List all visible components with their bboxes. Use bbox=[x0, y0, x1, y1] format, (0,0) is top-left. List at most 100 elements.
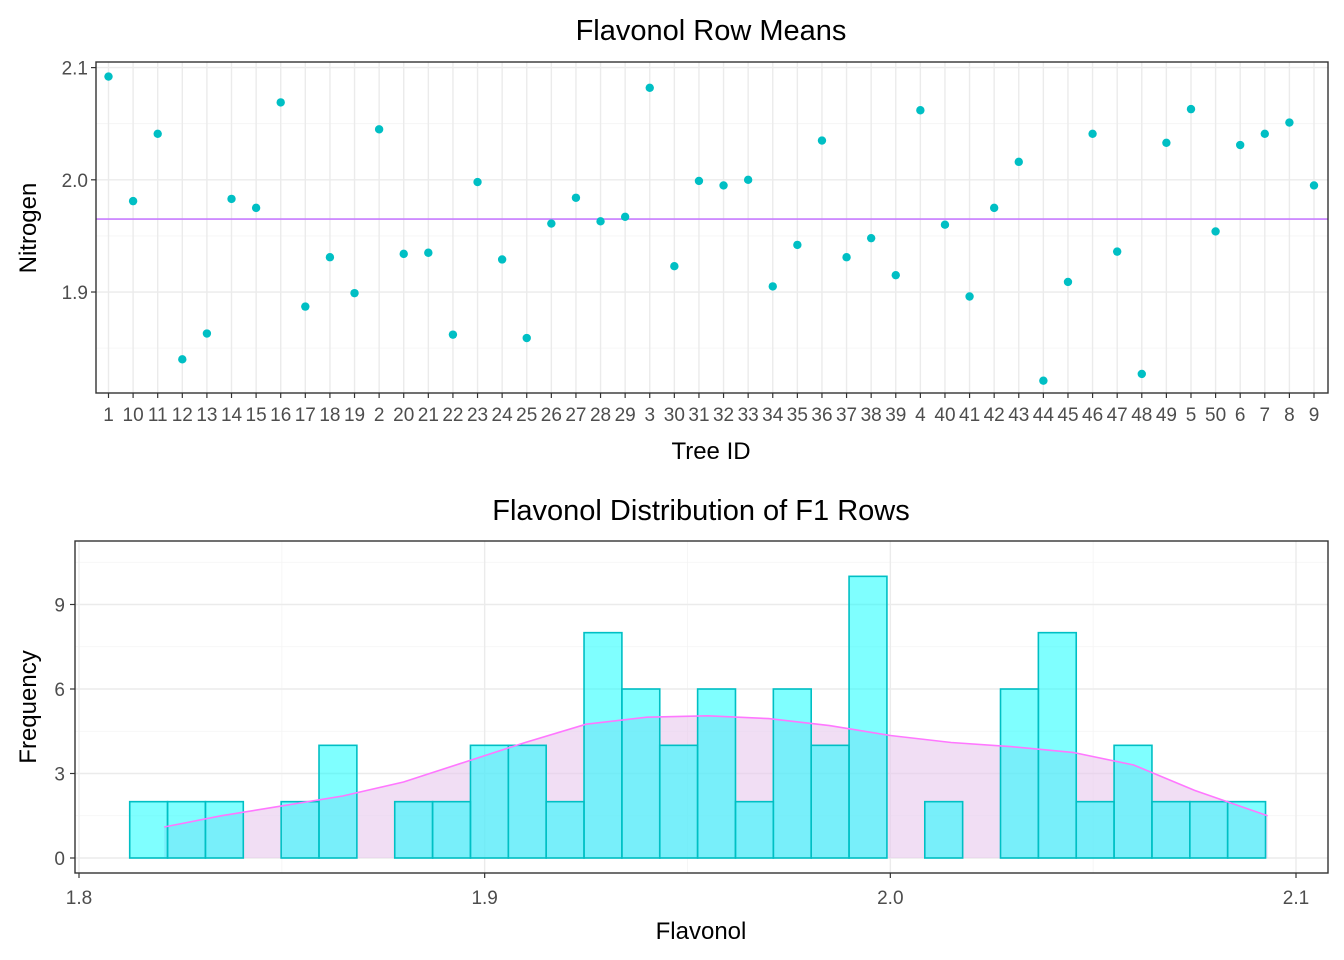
data-point bbox=[1186, 104, 1196, 114]
y-tick-label: 2.1 bbox=[62, 59, 88, 80]
x-tick-label: 29 bbox=[615, 405, 636, 426]
data-point bbox=[1285, 118, 1294, 127]
data-point bbox=[522, 333, 531, 343]
data-point bbox=[227, 194, 236, 204]
data-point bbox=[350, 288, 359, 298]
x-tick-label: 46 bbox=[1082, 405, 1103, 426]
x-tick-label: 21 bbox=[418, 405, 439, 426]
histogram-bar bbox=[772, 688, 813, 859]
x-tick-label: 6 bbox=[1235, 405, 1246, 426]
x-tick-label: 33 bbox=[738, 405, 759, 426]
x-tick-label: 22 bbox=[442, 405, 463, 426]
x-tick-label: 17 bbox=[295, 405, 316, 426]
plot-panel-border bbox=[95, 61, 1329, 394]
x-tick-label: 1.9 bbox=[471, 888, 497, 909]
x-tick-label: 23 bbox=[467, 405, 488, 426]
data-point bbox=[1112, 247, 1122, 256]
data-point bbox=[1014, 157, 1023, 167]
x-tick-label: 31 bbox=[688, 405, 709, 426]
histogram-bar bbox=[1037, 631, 1078, 859]
data-point bbox=[1235, 140, 1245, 150]
x-tick-label: 45 bbox=[1057, 405, 1078, 426]
histogram-bar bbox=[999, 688, 1040, 859]
histogram-bar bbox=[545, 800, 585, 859]
histogram-bar bbox=[848, 575, 888, 859]
data-point bbox=[1162, 138, 1171, 147]
y-tick-label: 6 bbox=[54, 680, 65, 701]
plot-gridlines bbox=[96, 62, 1328, 393]
data-point bbox=[448, 330, 458, 339]
data-point bbox=[1063, 277, 1073, 287]
data-point bbox=[251, 203, 261, 213]
histogram-bar bbox=[1075, 800, 1115, 859]
data-point bbox=[325, 253, 335, 262]
data-point bbox=[1309, 181, 1319, 190]
x-tick-label: 47 bbox=[1107, 405, 1128, 426]
data-point bbox=[866, 233, 876, 243]
data-point bbox=[645, 83, 654, 93]
data-point bbox=[399, 249, 408, 259]
x-tick-label: 48 bbox=[1131, 405, 1152, 426]
histogram-bar bbox=[507, 744, 547, 859]
histogram-bar bbox=[431, 800, 472, 859]
data-point bbox=[793, 240, 802, 250]
x-axis-title: Tree ID bbox=[671, 438, 750, 465]
data-point bbox=[497, 255, 507, 264]
x-tick-label: 1 bbox=[103, 405, 114, 426]
data-point bbox=[374, 125, 384, 134]
x-tick-label: 49 bbox=[1156, 405, 1177, 426]
distribution-chart: Flavonol Distribution of F1 Rows 0 3 6 9 1.… bbox=[15, 495, 1329, 945]
plot-panel-border bbox=[74, 540, 1329, 874]
chart-title: Flavonol Distribution of F1 Rows bbox=[492, 495, 909, 527]
histogram-bar bbox=[280, 800, 320, 859]
x-tick-label: 2 bbox=[374, 405, 385, 426]
x-tick-label: 4 bbox=[915, 405, 926, 426]
x-tick-label: 7 bbox=[1260, 405, 1271, 426]
data-point bbox=[1260, 129, 1269, 139]
x-tick-label: 24 bbox=[492, 405, 514, 426]
x-tick-label: 14 bbox=[221, 405, 243, 426]
data-point bbox=[596, 217, 605, 226]
x-tick-label: 39 bbox=[885, 405, 906, 426]
data-point bbox=[424, 248, 433, 257]
x-tick-label: 43 bbox=[1008, 405, 1029, 426]
data-point bbox=[620, 212, 630, 222]
data-point bbox=[916, 106, 925, 115]
x-tick-label: 42 bbox=[984, 405, 1005, 426]
data-point bbox=[670, 262, 679, 271]
histogram-bar bbox=[128, 800, 169, 859]
x-tick-label: 34 bbox=[762, 405, 784, 426]
x-tick-label: 25 bbox=[516, 405, 537, 426]
x-tick-label: 16 bbox=[270, 405, 291, 426]
x-tick-label: 20 bbox=[393, 405, 414, 426]
x-tick-label: 37 bbox=[836, 405, 857, 426]
data-point bbox=[178, 355, 187, 364]
data-point bbox=[547, 219, 556, 228]
data-point bbox=[128, 196, 138, 206]
histogram-bar bbox=[1226, 800, 1267, 859]
histogram-bar bbox=[696, 688, 737, 859]
histogram-bar bbox=[734, 800, 775, 859]
density-curve bbox=[164, 714, 1268, 828]
data-point bbox=[965, 292, 974, 301]
y-tick-label: 0 bbox=[54, 849, 65, 870]
x-tick-label: 35 bbox=[787, 405, 808, 426]
data-point bbox=[719, 181, 728, 190]
histogram-bar bbox=[810, 744, 850, 859]
x-tick-label: 2.0 bbox=[877, 888, 903, 909]
x-tick-label: 3 bbox=[644, 405, 655, 426]
histogram-bar bbox=[1189, 800, 1229, 859]
plot-marks bbox=[128, 575, 1268, 859]
x-axis-title: Flavonol bbox=[656, 918, 747, 945]
histogram-bar bbox=[583, 631, 623, 859]
data-point bbox=[473, 177, 482, 187]
data-point bbox=[768, 282, 777, 291]
data-point bbox=[1039, 376, 1048, 385]
histogram-bar bbox=[318, 744, 358, 859]
x-tick-label: 41 bbox=[959, 405, 980, 426]
x-tick-label: 19 bbox=[344, 405, 365, 426]
x-tick-label: 2.1 bbox=[1283, 888, 1309, 909]
x-axis: 1 10 11 12 13 14 15 16 17 18 19 2 20 21 22 23 24 25 26 27 28… bbox=[103, 393, 1319, 426]
data-point bbox=[842, 253, 851, 262]
y-tick-label: 1.9 bbox=[62, 283, 88, 304]
